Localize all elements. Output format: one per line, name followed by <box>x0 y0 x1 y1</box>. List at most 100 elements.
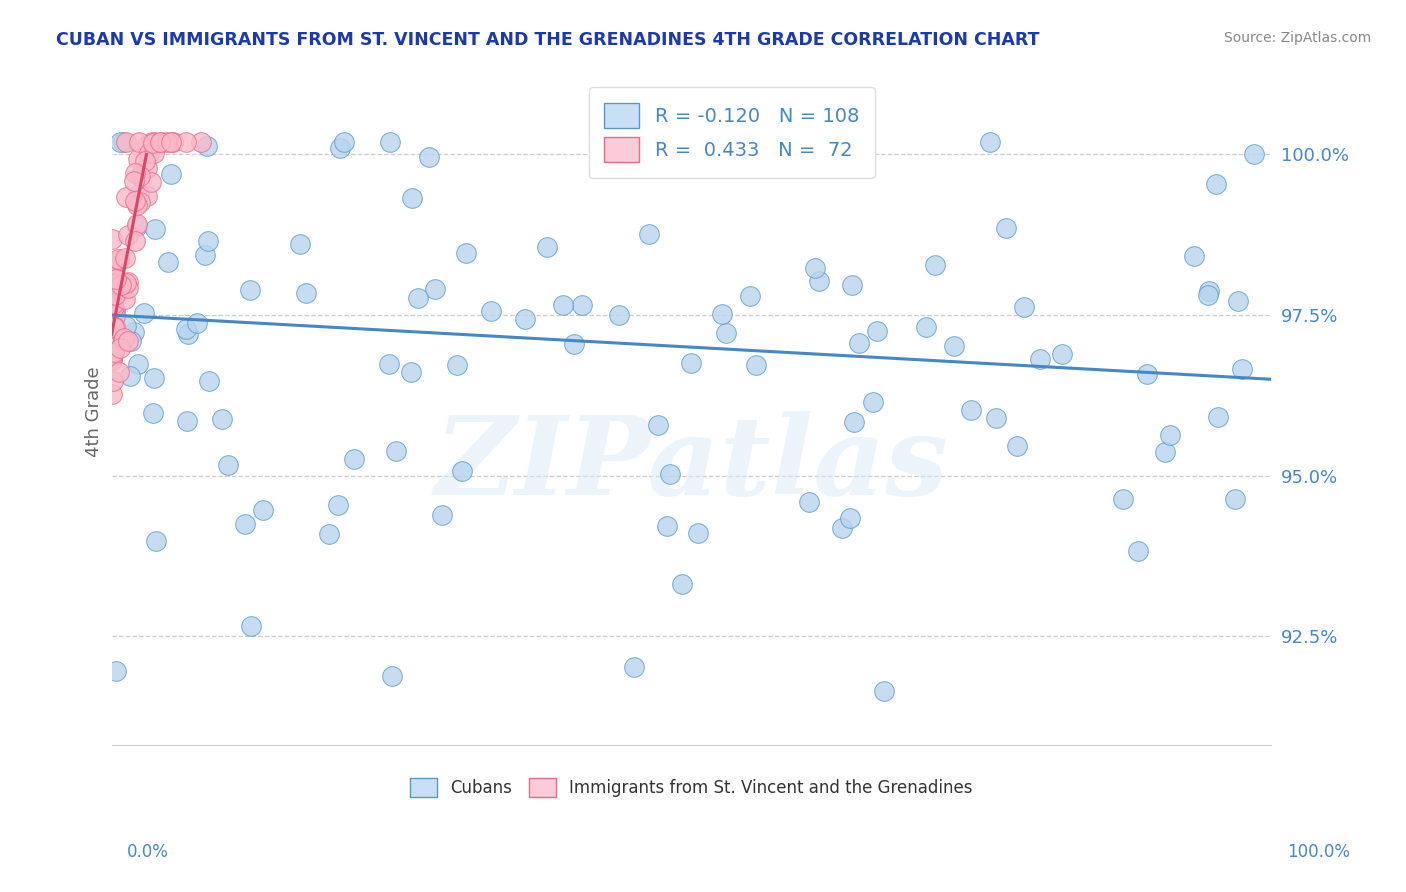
Point <box>120 369 142 384</box>
Point <box>326 498 349 512</box>
Point <box>688 525 710 540</box>
Point <box>399 365 422 379</box>
Point <box>1159 428 1181 442</box>
Point <box>333 135 356 149</box>
Point <box>1230 362 1253 376</box>
Point <box>176 414 198 428</box>
Point <box>994 221 1017 235</box>
Point <box>103 345 125 359</box>
Point <box>101 351 124 365</box>
Point <box>142 406 165 420</box>
Point <box>1197 287 1219 301</box>
Point <box>1128 543 1150 558</box>
Point <box>135 138 157 153</box>
Point <box>108 279 131 293</box>
Point <box>211 412 233 426</box>
Point <box>418 150 440 164</box>
Point <box>159 135 181 149</box>
Point <box>924 258 946 272</box>
Y-axis label: 4th Grade: 4th Grade <box>86 366 103 457</box>
Point <box>1208 410 1230 425</box>
Point <box>110 278 132 293</box>
Point <box>142 135 165 149</box>
Point <box>378 358 401 372</box>
Point <box>101 315 124 329</box>
Text: 0.0%: 0.0% <box>127 843 169 861</box>
Point <box>1198 284 1220 298</box>
Point <box>479 304 502 318</box>
Point <box>105 664 128 678</box>
Point <box>176 327 198 342</box>
Point <box>111 135 134 149</box>
Point <box>1050 347 1073 361</box>
Point <box>513 312 536 326</box>
Point <box>745 358 768 372</box>
Point <box>637 227 659 241</box>
Point <box>108 342 131 356</box>
Point <box>430 508 453 523</box>
Point <box>101 297 124 311</box>
Point <box>142 136 165 151</box>
Point <box>104 309 127 323</box>
Point <box>1012 301 1035 315</box>
Point <box>738 289 761 303</box>
Point <box>562 336 585 351</box>
Point <box>145 534 167 549</box>
Point <box>100 353 122 368</box>
Point <box>378 135 401 149</box>
Point <box>197 235 219 249</box>
Point <box>141 175 163 189</box>
Point <box>655 519 678 533</box>
Point <box>104 320 127 334</box>
Point <box>592 135 614 149</box>
Point <box>804 260 827 275</box>
Point <box>659 467 682 481</box>
Point <box>176 135 198 149</box>
Point <box>117 275 139 289</box>
Point <box>124 194 146 208</box>
Point <box>831 521 853 535</box>
Point <box>122 325 145 339</box>
Point <box>1136 367 1159 381</box>
Point <box>101 301 124 315</box>
Point <box>132 306 155 320</box>
Point <box>865 324 887 338</box>
Point <box>343 452 366 467</box>
Point <box>239 283 262 297</box>
Point <box>125 219 148 234</box>
Point <box>150 135 173 149</box>
Point <box>100 387 122 401</box>
Text: ZIPatlas: ZIPatlas <box>434 411 948 518</box>
Text: 100.0%: 100.0% <box>1286 843 1350 861</box>
Point <box>128 187 150 202</box>
Point <box>873 684 896 698</box>
Point <box>841 278 863 293</box>
Text: CUBAN VS IMMIGRANTS FROM ST. VINCENT AND THE GRENADINES 4TH GRADE CORRELATION CH: CUBAN VS IMMIGRANTS FROM ST. VINCENT AND… <box>56 31 1040 49</box>
Point <box>110 283 132 297</box>
Point <box>1227 294 1250 309</box>
Point <box>174 321 197 335</box>
Point <box>156 255 179 269</box>
Point <box>103 321 125 335</box>
Point <box>156 135 179 149</box>
Point <box>125 218 148 232</box>
Point <box>446 358 468 372</box>
Point <box>101 298 124 312</box>
Point <box>186 316 208 330</box>
Point <box>108 365 131 379</box>
Point <box>1243 147 1265 161</box>
Point <box>195 139 218 153</box>
Point <box>149 135 172 149</box>
Point <box>329 141 352 155</box>
Point <box>111 333 134 347</box>
Point <box>143 222 166 236</box>
Point <box>160 167 183 181</box>
Point <box>239 619 262 633</box>
Point <box>101 232 124 246</box>
Point <box>114 292 136 306</box>
Point <box>844 415 866 429</box>
Legend: Cubans, Immigrants from St. Vincent and the Grenadines: Cubans, Immigrants from St. Vincent and … <box>404 772 979 804</box>
Point <box>1153 445 1175 459</box>
Point <box>101 272 124 286</box>
Point <box>115 190 138 204</box>
